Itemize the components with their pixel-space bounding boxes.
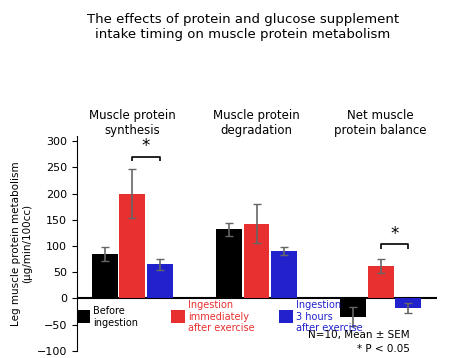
Bar (92, 254, 118, 299)
Bar (340, 299, 366, 317)
Text: The effects of protein and glucose supplement
intake timing on muscle protein me: The effects of protein and glucose suppl… (87, 13, 399, 40)
Y-axis label: Leg muscle protein metabolism
(μg/min/100cc): Leg muscle protein metabolism (μg/min/10… (11, 161, 32, 326)
Bar (395, 299, 421, 308)
Text: Before
ingestion: Before ingestion (93, 306, 138, 328)
Text: * P < 0.05: * P < 0.05 (356, 344, 410, 354)
Text: Muscle protein
synthesis: Muscle protein synthesis (89, 109, 176, 137)
Text: N=10, Mean ± SEM: N=10, Mean ± SEM (308, 330, 410, 340)
Bar (216, 229, 242, 299)
Bar (119, 194, 145, 299)
Bar (368, 266, 394, 299)
Bar (271, 251, 297, 299)
Text: Ingestion
immediately
after exercise: Ingestion immediately after exercise (188, 300, 254, 333)
Text: *: * (142, 137, 150, 155)
Text: Net muscle
protein balance: Net muscle protein balance (334, 109, 427, 137)
Bar (243, 223, 270, 299)
Text: Ingestion
3 hours
after exercise: Ingestion 3 hours after exercise (296, 300, 362, 333)
Text: Muscle protein
degradation: Muscle protein degradation (213, 109, 300, 137)
Text: *: * (390, 225, 399, 243)
Bar (147, 265, 173, 299)
